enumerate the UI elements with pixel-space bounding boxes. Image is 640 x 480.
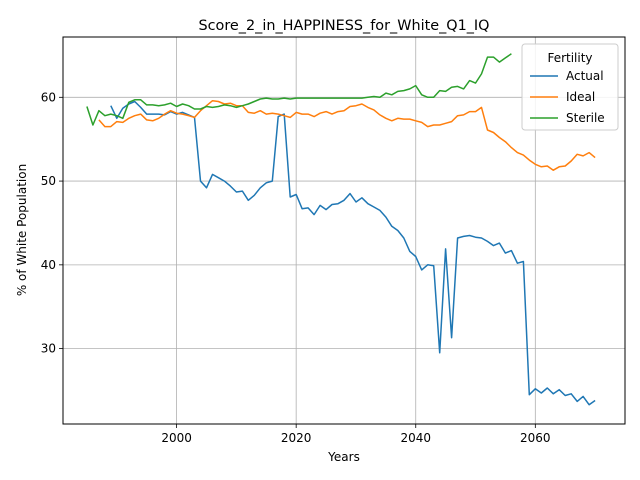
y-tick-label: 40 (41, 258, 56, 272)
legend-label-sterile: Sterile (566, 111, 605, 125)
x-axis-label: Years (327, 450, 360, 464)
axis-ticks: 2000 2020 2040 2060 30 40 50 60 (41, 90, 551, 445)
y-axis-label: % of White Population (15, 164, 29, 296)
legend: Fertility Actual Ideal Sterile (521, 43, 619, 131)
y-tick-label: 60 (41, 90, 56, 104)
plot-frame (62, 36, 626, 425)
y-tick-label: 30 (41, 342, 56, 356)
series-line-sterile (86, 53, 512, 126)
series-line-ideal (98, 99, 596, 171)
chart-title: Score_2_in_HAPPINESS_for_White_Q1_IQ (198, 18, 489, 34)
x-tick-label: 2060 (520, 431, 551, 445)
legend-title: Fertility (547, 51, 592, 65)
legend-label-actual: Actual (566, 69, 604, 83)
y-tick-label: 50 (41, 174, 56, 188)
series-lines (86, 53, 596, 406)
x-tick-label: 2000 (161, 431, 192, 445)
legend-box (521, 43, 619, 131)
x-tick-label: 2020 (281, 431, 312, 445)
legend-label-ideal: Ideal (566, 90, 595, 104)
x-tick-label: 2040 (400, 431, 431, 445)
